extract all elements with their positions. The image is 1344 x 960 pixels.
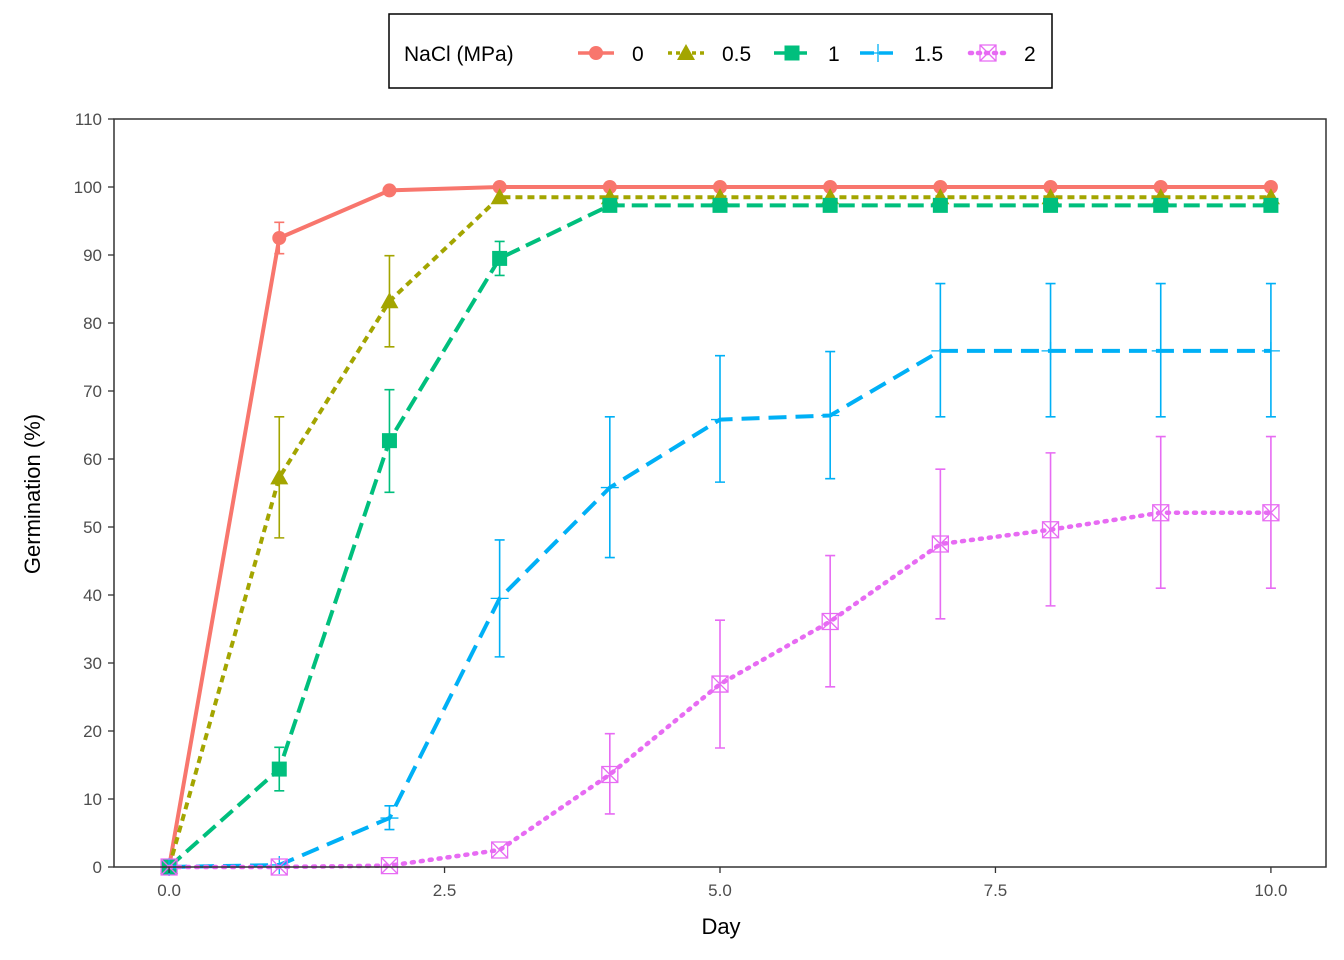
point-1 [1043,197,1059,213]
x-tick-label: 10.0 [1254,881,1287,900]
point-1 [602,197,618,213]
y-tick-label: 100 [74,178,102,197]
point-0 [382,183,397,198]
series-1-5 [160,282,1280,876]
point-2 [1041,521,1060,539]
series-2 [160,435,1280,876]
legend: NaCl (MPa) 0 0.5 1 1.5 2 [388,13,1053,89]
point-0-5 [380,292,399,309]
x-tick-label: 0.0 [157,881,181,900]
point-1-5 [600,478,619,497]
series-0 [162,180,1278,874]
line-0-5 [167,195,1271,868]
x-tick-label: 7.5 [984,881,1008,900]
line-2 [166,510,1274,870]
legend-label-1-5: 1.5 [914,43,943,66]
point-1 [1263,197,1279,213]
point-1 [1153,197,1169,213]
point-2 [380,856,399,875]
point-1 [712,197,728,213]
point-0 [933,180,948,194]
point-2 [711,675,729,693]
x-tick-label: 5.0 [708,881,732,900]
legend-key-marker-0 [589,46,603,60]
point-0 [1263,180,1278,194]
legend-item-1: 1 [774,43,840,66]
y-tick-label: 50 [83,518,102,537]
point-1-5 [821,406,840,425]
y-tick-label: 20 [83,722,102,741]
y-tick-label: 10 [83,790,102,809]
point-2 [931,535,950,553]
series-1 [161,197,1279,875]
point-1-5 [1151,341,1170,360]
point-2 [601,765,619,784]
legend-label-0: 0 [632,43,644,66]
point-1 [932,197,948,213]
series-0-5 [160,188,1280,874]
point-2 [490,841,509,859]
point-0 [823,180,838,194]
y-tick-label: 90 [83,246,102,265]
point-1-5 [380,809,399,828]
legend-box [388,13,1053,89]
legend-item-0: 0 [578,43,644,66]
y-tick-label: 30 [83,654,102,673]
point-0-5 [490,188,509,205]
x-axis-title: Day [701,914,740,939]
point-1-5 [1041,341,1060,360]
y-tick-label: 80 [83,314,102,333]
legend-title: NaCl (MPa) [404,43,514,66]
line-0 [167,185,1271,868]
point-0 [492,180,507,194]
y-tick-label: 110 [75,110,102,129]
legend-key-marker-2 [979,44,997,62]
y-tick-label: 40 [83,586,102,605]
y-tick-label: 0 [93,858,102,877]
y-tick-label: 70 [83,382,102,401]
legend-item-2: 2 [967,43,1036,66]
x-tick-label: 2.5 [433,881,457,900]
legend-label-2: 2 [1024,43,1036,66]
point-1 [271,761,287,777]
point-0 [1043,180,1058,194]
point-0-5 [270,468,289,485]
point-1-5 [1261,341,1280,360]
line-1 [167,203,1271,869]
point-2 [1152,504,1170,522]
x-axis: 0.0 2.5 5.0 7.5 10.0 [157,867,1287,900]
y-tick-label: 60 [83,450,102,469]
point-1-5 [931,341,950,360]
legend-item-0-5: 0.5 [668,43,751,66]
legend-item-1-5: 1.5 [860,43,943,66]
legend-key-marker-1 [784,45,800,61]
point-1-5 [490,589,509,608]
legend-label-1: 1 [828,43,840,66]
point-1 [492,250,508,266]
point-0 [713,180,727,194]
point-2 [821,612,839,631]
point-0 [1153,180,1168,194]
y-axis-title: Germination (%) [20,414,45,574]
legend-key-marker-0-5 [677,44,695,60]
point-1-5 [711,410,729,429]
y-axis: 0 10 20 30 40 50 60 70 80 90 100 110 [74,110,114,877]
point-0 [272,231,287,245]
point-0 [602,180,617,194]
point-2 [1262,504,1280,522]
point-1 [822,197,838,213]
legend-label-0-5: 0.5 [722,43,751,66]
point-1 [381,433,397,449]
legend-key-marker-1-5 [869,44,887,62]
